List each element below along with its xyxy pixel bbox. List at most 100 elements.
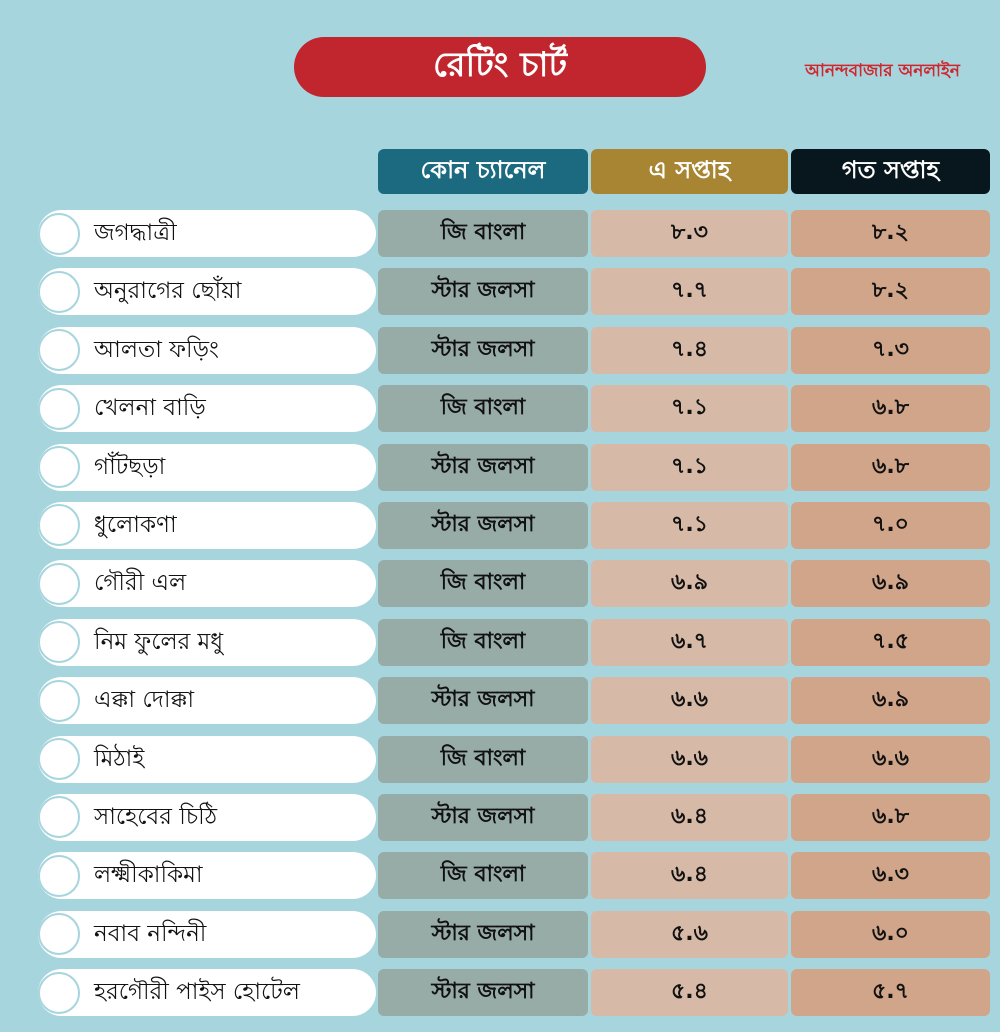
this-week-rating: ৫.৬ (591, 910, 788, 958)
show-name-cell: গৌরী এল (38, 560, 376, 608)
table-row: খেলনা বাড়ি জি বাংলা ৭.১ ৬.৮ (0, 385, 1000, 443)
table-row: গৌরী এল জি বাংলা ৬.৯ ৬.৯ (0, 560, 1000, 618)
circle-icon (38, 971, 80, 1014)
show-name: আলতা ফড়িং (94, 336, 219, 363)
circle-icon (38, 270, 80, 313)
this-week-rating: ৭.৭ (591, 268, 788, 316)
table-row: এক্কা দোক্কা স্টার জলসা ৬.৬ ৬.৯ (0, 677, 1000, 735)
last-week-rating: ৭.০ (791, 501, 990, 549)
circle-icon (38, 562, 80, 605)
table-row: জগদ্ধাত্রী জি বাংলা ৮.৩ ৮.২ (0, 210, 1000, 268)
column-header-this-week: এ সপ্তাহ (591, 149, 788, 194)
show-name: অনুরাগের ছোঁয়া (94, 278, 242, 305)
show-name: নিম ফুলের মধু (94, 628, 224, 655)
channel-cell: জি বাংলা (378, 560, 588, 608)
channel-cell: স্টার জলসা (378, 268, 588, 316)
channel-cell: স্টার জলসা (378, 501, 588, 549)
show-name-cell: আলতা ফড়িং (38, 326, 376, 374)
show-name-cell: মিঠাই (38, 735, 376, 783)
table-row: মিঠাই জি বাংলা ৬.৬ ৬.৬ (0, 735, 1000, 794)
this-week-rating: ৬.৭ (591, 618, 788, 666)
this-week-rating: ৬.৯ (591, 560, 788, 608)
table-row: অনুরাগের ছোঁয়া স্টার জলসা ৭.৭ ৮.২ (0, 268, 1000, 326)
circle-icon (38, 854, 80, 897)
circle-icon (38, 504, 80, 547)
this-week-rating: ৭.১ (591, 501, 788, 549)
show-name-cell: এক্কা দোক্কা (38, 677, 376, 725)
table-row: লক্ষ্মীকাকিমা জি বাংলা ৬.৪ ৬.৩ (0, 852, 1000, 910)
show-name-cell: নিম ফুলের মধু (38, 618, 376, 666)
circle-icon (38, 738, 80, 781)
show-name-cell: অনুরাগের ছোঁয়া (38, 268, 376, 316)
channel-cell: জি বাংলা (378, 210, 588, 257)
this-week-rating: ৬.৬ (591, 677, 788, 725)
this-week-rating: ৬.৪ (591, 793, 788, 841)
chart-title: রেটিং চার্ট (294, 37, 706, 97)
last-week-rating: ৮.২ (791, 210, 990, 257)
show-name: সাহেবের চিঠি (94, 803, 218, 830)
show-name: খেলনা বাড়ি (94, 395, 206, 422)
brand-logo: আনন্দবাজার অনলাইন (805, 61, 960, 81)
this-week-rating: ৭.৪ (591, 326, 788, 374)
table-row: ধুলোকণা স্টার জলসা ৭.১ ৭.০ (0, 501, 1000, 560)
table-row: হরগৌরী পাইস হোটেল স্টার জলসা ৫.৪ ৫.৭ (0, 969, 1000, 1027)
channel-cell: স্টার জলসা (378, 443, 588, 491)
circle-icon (38, 329, 80, 372)
this-week-rating: ৮.৩ (591, 210, 788, 257)
table-row: গাঁটছড়া স্টার জলসা ৭.১ ৬.৮ (0, 443, 1000, 502)
channel-cell: জি বাংলা (378, 735, 588, 783)
show-name-cell: লক্ষ্মীকাকিমা (38, 852, 376, 900)
show-name: মিঠাই (94, 745, 145, 772)
show-name: গৌরী এল (94, 570, 187, 597)
last-week-rating: ৮.২ (791, 268, 990, 316)
show-name: জগদ্ধাত্রী (94, 220, 177, 246)
circle-icon (38, 796, 80, 839)
channel-cell: জি বাংলা (378, 618, 588, 666)
channel-cell: জি বাংলা (378, 852, 588, 900)
show-name: এক্কা দোক্কা (94, 687, 195, 714)
table-row: নিম ফুলের মধু জি বাংলা ৬.৭ ৭.৫ (0, 618, 1000, 677)
show-name: লক্ষ্মীকাকিমা (94, 862, 203, 889)
last-week-rating: ৭.৫ (791, 618, 990, 666)
show-name-cell: সাহেবের চিঠি (38, 793, 376, 841)
table-row: সাহেবের চিঠি স্টার জলসা ৬.৪ ৬.৮ (0, 793, 1000, 852)
channel-cell: স্টার জলসা (378, 969, 588, 1017)
column-header-last-week: গত সপ্তাহ (791, 149, 990, 194)
circle-icon (38, 446, 80, 489)
channel-cell: জি বাংলা (378, 385, 588, 433)
last-week-rating: ৬.৬ (791, 735, 990, 783)
this-week-rating: ৬.৪ (591, 852, 788, 900)
show-name: ধুলোকণা (94, 511, 177, 538)
last-week-rating: ৬.৩ (791, 852, 990, 900)
circle-icon (38, 212, 80, 255)
this-week-rating: ৬.৬ (591, 735, 788, 783)
circle-icon (38, 679, 80, 722)
last-week-rating: ৬.৮ (791, 443, 990, 491)
this-week-rating: ৭.১ (591, 385, 788, 433)
channel-cell: স্টার জলসা (378, 677, 588, 725)
last-week-rating: ৬.৮ (791, 385, 990, 433)
channel-cell: স্টার জলসা (378, 793, 588, 841)
show-name-cell: হরগৌরী পাইস হোটেল (38, 969, 376, 1017)
last-week-rating: ৫.৭ (791, 969, 990, 1017)
circle-icon (38, 387, 80, 430)
show-name: গাঁটছড়া (94, 453, 166, 480)
show-name-cell: নবাব নন্দিনী (38, 910, 376, 958)
last-week-rating: ৬.৯ (791, 677, 990, 725)
circle-icon (38, 913, 80, 956)
show-name-cell: জগদ্ধাত্রী (38, 210, 376, 257)
last-week-rating: ৬.৮ (791, 793, 990, 841)
last-week-rating: ৬.৯ (791, 560, 990, 608)
circle-icon (38, 621, 80, 664)
show-name: নবাব নন্দিনী (94, 920, 207, 947)
this-week-rating: ৫.৪ (591, 969, 788, 1017)
show-name-cell: গাঁটছড়া (38, 443, 376, 491)
channel-cell: স্টার জলসা (378, 326, 588, 374)
table-row: নবাব নন্দিনী স্টার জলসা ৫.৬ ৬.০ (0, 910, 1000, 969)
channel-cell: স্টার জলসা (378, 910, 588, 958)
last-week-rating: ৬.০ (791, 910, 990, 958)
table-row: আলতা ফড়িং স্টার জলসা ৭.৪ ৭.৩ (0, 326, 1000, 385)
show-name: হরগৌরী পাইস হোটেল (94, 979, 300, 1006)
column-header-channel: কোন চ্যানেল (378, 149, 588, 194)
last-week-rating: ৭.৩ (791, 326, 990, 374)
